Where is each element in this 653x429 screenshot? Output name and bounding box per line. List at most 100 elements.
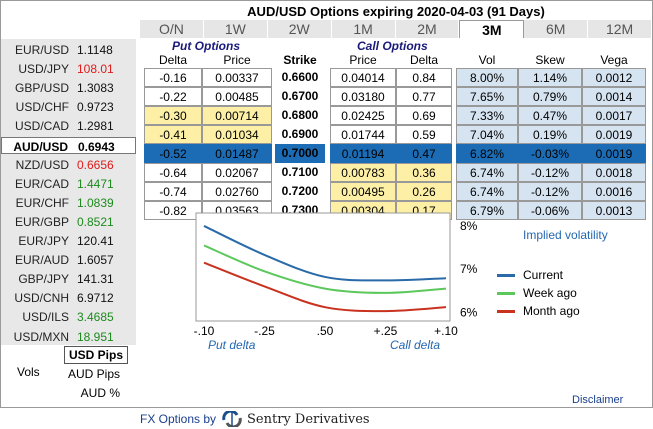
pair-row-usd-ils[interactable]: USD/ILS 3.4685 [1,308,136,325]
cell-put-price: 0.02067 [202,163,272,182]
pair-price: 1.3083 [77,81,114,96]
pair-price: 141.31 [77,272,114,287]
cell-skew: -0.12% [518,163,582,182]
pair-row-usd-mxn[interactable]: USD/MXN 18.951 [1,328,136,345]
cell-vega: 0.0012 [582,68,646,87]
cell-skew: -0.06% [518,201,582,220]
page-title: AUD/USD Options expiring 2020-04-03 (91 … [247,4,545,19]
x-tick-label: +.10 [434,324,458,338]
pair-name: EUR/CHF [15,195,69,210]
pair-row-aud-usd[interactable]: AUD/USD 0.6943 [1,136,136,154]
footer: FX Options by Sentry Derivatives [140,409,370,429]
cell-put-delta: -0.64 [144,163,202,182]
chart-svg: -.10 -.25 .50 +.25 +.10 8% 7% 6% Put delta Call d… [194,212,478,352]
cell-put-price: 0.00714 [202,106,272,125]
cell-call-price: 0.03180 [330,87,396,106]
col-put-price: Price [223,53,251,67]
put-delta-axis-label: Put delta [208,338,256,350]
unit-aud-percent[interactable]: AUD % [80,386,120,400]
pair-row-gbp-usd[interactable]: GBP/USD 1.3083 [1,79,136,96]
pair-row-usd-cad[interactable]: USD/CAD 1.2981 [1,117,136,134]
pair-row-eur-chf[interactable]: EUR/CHF 1.0839 [1,194,136,211]
pair-name: EUR/CAD [14,176,69,191]
pair-row-eur-cad[interactable]: EUR/CAD 1.4471 [1,175,136,192]
cell-vol: 6.82% [456,144,518,163]
unit-aud-pips[interactable]: AUD Pips [67,367,120,381]
pair-price: 0.8521 [77,214,114,229]
cell-vol: 7.04% [456,125,518,144]
cell-call-price: 0.00495 [330,182,396,201]
cell-strike: 0.6800 [281,108,319,122]
tab-1m[interactable]: 1M [331,20,396,38]
pair-price: 108.01 [77,62,114,77]
col-call-delta: Delta [409,53,438,67]
pair-price: 0.6943 [78,139,115,154]
pair-row-usd-jpy[interactable]: USD/JPY 108.01 [1,60,136,77]
cell-call-delta: 0.77 [396,87,452,106]
pair-row-usd-cnh[interactable]: USD/CNH 6.9712 [1,289,136,306]
cell-vega: 0.0013 [582,201,646,220]
pair-name: USD/CAD [14,119,69,134]
tab-1w[interactable]: 1W [203,20,268,38]
call-delta-axis-label: Call delta [390,338,440,350]
pair-name: USD/ILS [22,310,69,325]
pair-row-eur-jpy[interactable]: EUR/JPY 120.41 [1,232,136,249]
pair-row-nzd-usd[interactable]: NZD/USD 0.6656 [1,156,136,173]
pair-price: 3.4685 [77,310,114,325]
pair-name: USD/CNH [14,291,69,306]
cell-skew: 0.47% [518,106,582,125]
series-line-month-ago [203,261,447,313]
tab-12m[interactable]: 12M [588,20,652,38]
cell-call-price: 0.00783 [330,163,396,182]
vols-label: Vols [17,365,40,379]
cell-skew: 1.14% [518,68,582,87]
pair-name: GBP/JPY [18,272,69,287]
legend-label: Month ago [523,304,580,318]
cell-call-delta: 0.47 [396,144,452,163]
pair-row-eur-gbp[interactable]: EUR/GBP 0.8521 [1,213,136,230]
x-tick-label: +.25 [374,324,398,338]
pair-name: EUR/USD [14,43,69,57]
pair-price: 0.9723 [77,100,114,115]
tab-6m[interactable]: 6M [524,20,589,38]
col-skew: Skew [535,53,565,67]
pair-row-eur-aud[interactable]: EUR/AUD 1.6057 [1,251,136,268]
cell-skew: 0.19% [518,125,582,144]
legend-title: Implied volatility [523,228,608,242]
tab-on[interactable]: O/N [140,20,204,38]
cell-vol: 6.74% [456,163,518,182]
pair-price: 18.951 [77,329,114,344]
col-vol: Vol [478,53,496,67]
cell-put-delta: -0.16 [144,68,202,87]
col-strike: Strike [283,53,317,67]
cell-strike: 0.6900 [281,127,319,141]
cell-call-price: 0.01194 [330,144,396,163]
cell-strike: 0.7100 [281,165,319,179]
series-line-current [203,225,447,282]
tab-3m[interactable]: 3M [459,20,525,38]
cell-vega: 0.0017 [582,106,646,125]
cell-call-price: 0.02425 [330,106,396,125]
pair-row-eur-usd[interactable]: EUR/USD 1.1148 [1,41,136,58]
cell-vega: 0.0014 [582,87,646,106]
cell-vega: 0.0019 [582,144,646,163]
cell-vol: 8.00% [456,68,518,87]
pair-name: NZD/USD [15,157,69,172]
y-tick-label: 8% [460,219,478,233]
disclaimer-link[interactable]: Disclaimer [572,394,624,406]
cell-vol: 7.65% [456,87,518,106]
pair-row-gbp-jpy[interactable]: GBP/JPY 141.31 [1,270,136,287]
cell-call-delta: 0.69 [396,106,452,125]
cell-put-delta: -0.74 [144,182,202,201]
unit-usd-pips[interactable]: USD Pips [63,346,128,364]
tab-2w[interactable]: 2W [267,20,332,38]
cell-skew: -0.12% [518,182,582,201]
x-tick-label: -.10 [194,324,215,338]
cell-vega: 0.0016 [582,182,646,201]
expiry-tabs: O/N 1W 2W 1M 2M 3M 6M 12M [140,20,652,38]
legend-swatch [497,274,515,277]
pair-row-usd-chf[interactable]: USD/CHF 0.9723 [1,98,136,115]
cell-put-price: 0.01487 [202,144,272,163]
tab-2m[interactable]: 2M [395,20,460,38]
pair-price: 1.2981 [77,119,114,134]
